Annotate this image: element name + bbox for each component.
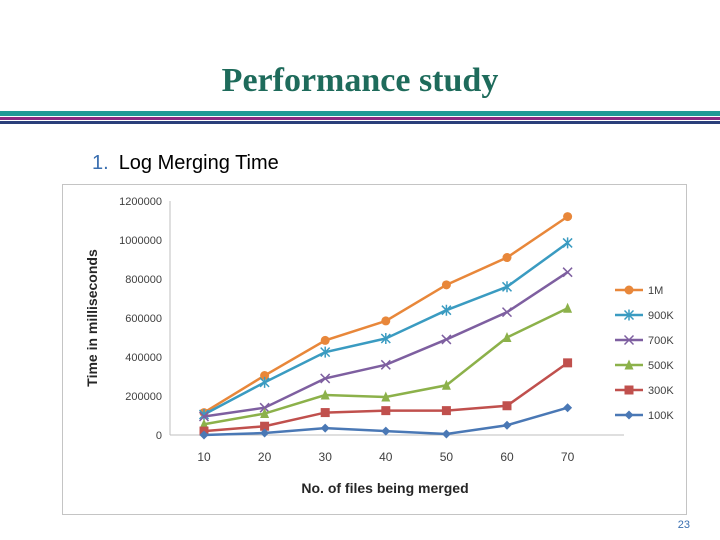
slide-title: Performance study — [221, 62, 499, 99]
data-point-900k — [320, 346, 331, 358]
legend-marker-300k — [624, 385, 634, 395]
legend-label-900k: 900K — [648, 310, 674, 322]
data-point-100k — [199, 430, 209, 440]
data-point-900k — [501, 281, 513, 293]
data-point-700k — [198, 411, 210, 422]
data-point-900k — [441, 304, 452, 316]
legend-label-500k: 500K — [648, 360, 674, 372]
legend-label-700k: 700K — [648, 335, 674, 347]
series-line-900k — [203, 241, 569, 416]
y-tick-label: 800000 — [125, 274, 162, 286]
data-point-1m — [320, 335, 330, 345]
legend-label-1m: 1M — [648, 285, 663, 297]
data-point-500k — [320, 389, 330, 400]
y-tick-label: 200000 — [125, 391, 162, 403]
y-tick-label: 0 — [156, 430, 162, 442]
bullet-number: 1. — [92, 152, 109, 174]
title-rule-navy — [0, 121, 720, 124]
data-point-700k — [441, 334, 452, 345]
data-point-300k — [441, 406, 451, 416]
x-axis-title: No. of files being merged — [301, 480, 468, 496]
data-point-500k — [502, 332, 512, 342]
title-rule-teal — [0, 111, 720, 116]
data-point-1m — [381, 316, 391, 326]
data-point-700k — [380, 359, 391, 370]
chart-frame: 0 200000 400000 600000 800000 1000000 1200000 1… — [62, 184, 687, 515]
data-point-500k — [381, 391, 391, 402]
y-tick-label: 600000 — [125, 313, 162, 325]
data-point-300k — [381, 406, 391, 416]
data-point-300k — [320, 408, 330, 418]
data-point-500k — [563, 302, 573, 313]
legend-marker-900k — [623, 309, 635, 321]
page-number: 23 — [677, 519, 690, 531]
data-point-100k — [381, 426, 391, 436]
x-tick-label: 30 — [319, 450, 333, 464]
x-tick-label: 40 — [379, 450, 393, 464]
data-point-1m — [563, 212, 573, 222]
legend-marker-700k — [623, 334, 635, 346]
data-point-300k — [502, 401, 512, 411]
data-point-900k — [380, 332, 391, 344]
data-point-300k — [563, 358, 573, 368]
y-tick-label: 400000 — [125, 352, 162, 364]
data-point-900k — [198, 409, 210, 421]
x-tick-label: 20 — [258, 450, 272, 464]
data-point-700k — [259, 402, 270, 413]
line-chart: 0 200000 400000 600000 800000 1000000 1200000 1… — [84, 196, 674, 496]
data-point-700k — [501, 307, 513, 318]
y-tick-label: 1200000 — [119, 196, 162, 208]
data-point-300k — [260, 421, 270, 431]
data-point-100k — [563, 403, 573, 413]
bullet-item: 1. Log Merging Time — [92, 152, 279, 175]
data-point-500k — [260, 408, 270, 419]
x-tick-label: 70 — [561, 450, 575, 464]
x-tick-label: 60 — [500, 450, 514, 464]
legend-label-100k: 100K — [648, 410, 674, 422]
series-line-1m — [203, 215, 569, 414]
x-tick-label: 10 — [197, 450, 211, 464]
data-point-100k — [502, 420, 512, 430]
bullet-text: Log Merging Time — [118, 152, 279, 174]
data-point-700k — [320, 373, 331, 384]
x-tick-label: 50 — [440, 450, 454, 464]
data-point-500k — [441, 379, 451, 390]
legend-marker-1m — [624, 285, 634, 295]
data-point-1m — [260, 371, 270, 381]
data-point-1m — [502, 253, 512, 263]
legend-marker-100k — [624, 410, 634, 420]
legend-label-300k: 300K — [648, 385, 674, 397]
data-point-700k — [562, 267, 573, 278]
data-point-100k — [441, 429, 451, 439]
data-point-900k — [259, 376, 270, 388]
y-axis-title: Time in milliseconds — [84, 249, 100, 387]
data-point-1m — [441, 280, 451, 290]
title-rule-purple — [0, 117, 720, 120]
data-point-100k — [320, 423, 330, 433]
data-point-500k — [199, 418, 209, 429]
y-tick-label: 1000000 — [119, 235, 162, 247]
legend-marker-500k — [624, 359, 634, 370]
data-point-100k — [260, 428, 270, 438]
data-point-900k — [562, 237, 573, 249]
